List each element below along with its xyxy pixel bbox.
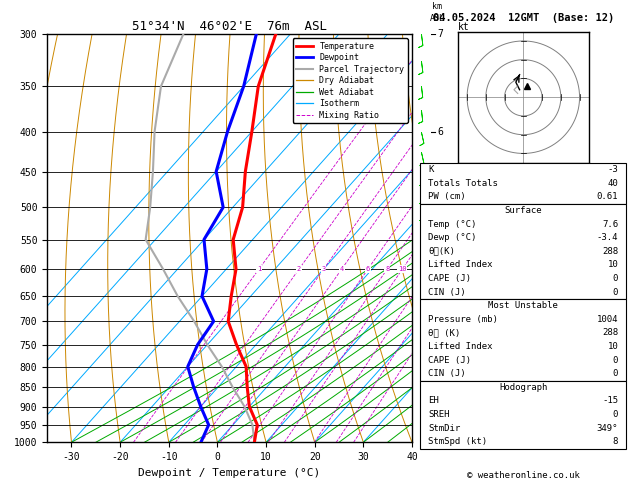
Text: ASL: ASL (430, 14, 445, 22)
Text: 288: 288 (602, 247, 618, 256)
Text: 349°: 349° (597, 424, 618, 433)
Text: 0: 0 (613, 288, 618, 296)
Text: 0.61: 0.61 (597, 192, 618, 201)
Text: 6: 6 (437, 126, 443, 137)
Text: km: km (432, 1, 442, 11)
Text: CAPE (J): CAPE (J) (428, 274, 471, 283)
FancyBboxPatch shape (420, 163, 626, 204)
Text: 5: 5 (437, 202, 443, 212)
Text: 288: 288 (602, 329, 618, 337)
FancyBboxPatch shape (420, 204, 626, 299)
Text: CIN (J): CIN (J) (428, 369, 466, 378)
Text: 3: 3 (437, 316, 443, 326)
Text: StmSpd (kt): StmSpd (kt) (428, 437, 487, 446)
Text: 4: 4 (340, 266, 344, 272)
Text: -15: -15 (602, 397, 618, 405)
Text: Dewp (°C): Dewp (°C) (428, 233, 477, 242)
Text: 7: 7 (437, 29, 443, 39)
Text: Lifted Index: Lifted Index (428, 260, 493, 269)
Text: 7.6: 7.6 (602, 220, 618, 228)
Text: 1: 1 (437, 401, 443, 412)
Text: 2: 2 (297, 266, 301, 272)
Text: Totals Totals: Totals Totals (428, 179, 498, 188)
Text: θᴄ (K): θᴄ (K) (428, 329, 460, 337)
Text: 4: 4 (437, 264, 443, 274)
Text: K: K (428, 165, 434, 174)
Text: 10: 10 (608, 342, 618, 351)
Text: 0: 0 (613, 356, 618, 364)
Text: 2: 2 (437, 362, 443, 372)
Text: Lifted Index: Lifted Index (428, 342, 493, 351)
Text: -3.4: -3.4 (597, 233, 618, 242)
Text: 0: 0 (613, 410, 618, 419)
Text: 04.05.2024  12GMT  (Base: 12): 04.05.2024 12GMT (Base: 12) (433, 13, 614, 23)
FancyBboxPatch shape (420, 381, 626, 449)
Text: 10: 10 (608, 260, 618, 269)
Text: 3: 3 (321, 266, 326, 272)
Text: Hodograph: Hodograph (499, 383, 547, 392)
FancyBboxPatch shape (420, 299, 626, 381)
Title: 51°34'N  46°02'E  76m  ASL: 51°34'N 46°02'E 76m ASL (132, 20, 327, 33)
Text: EH: EH (428, 397, 439, 405)
Text: LCL: LCL (437, 383, 455, 393)
Legend: Temperature, Dewpoint, Parcel Trajectory, Dry Adiabat, Wet Adiabat, Isotherm, Mi: Temperature, Dewpoint, Parcel Trajectory… (293, 38, 408, 123)
Text: 8: 8 (613, 437, 618, 446)
Text: 1004: 1004 (597, 315, 618, 324)
Text: θᴄ(K): θᴄ(K) (428, 247, 455, 256)
Text: 6: 6 (366, 266, 370, 272)
Text: Most Unstable: Most Unstable (488, 301, 559, 310)
Text: CIN (J): CIN (J) (428, 288, 466, 296)
Text: 0: 0 (613, 274, 618, 283)
X-axis label: Dewpoint / Temperature (°C): Dewpoint / Temperature (°C) (138, 468, 321, 478)
Text: © weatheronline.co.uk: © weatheronline.co.uk (467, 470, 580, 480)
Text: kt: kt (458, 21, 469, 32)
Text: -3: -3 (608, 165, 618, 174)
Text: Temp (°C): Temp (°C) (428, 220, 477, 228)
Text: 40: 40 (608, 179, 618, 188)
Text: StmDir: StmDir (428, 424, 460, 433)
Text: 0: 0 (613, 369, 618, 378)
Text: 10: 10 (398, 266, 406, 272)
Text: Surface: Surface (504, 206, 542, 215)
Text: 8: 8 (385, 266, 389, 272)
Text: PW (cm): PW (cm) (428, 192, 466, 201)
Text: Pressure (mb): Pressure (mb) (428, 315, 498, 324)
Text: CAPE (J): CAPE (J) (428, 356, 471, 364)
Text: Mixing Ratio (g/kg): Mixing Ratio (g/kg) (443, 182, 453, 294)
Text: 1: 1 (257, 266, 261, 272)
Text: SREH: SREH (428, 410, 450, 419)
